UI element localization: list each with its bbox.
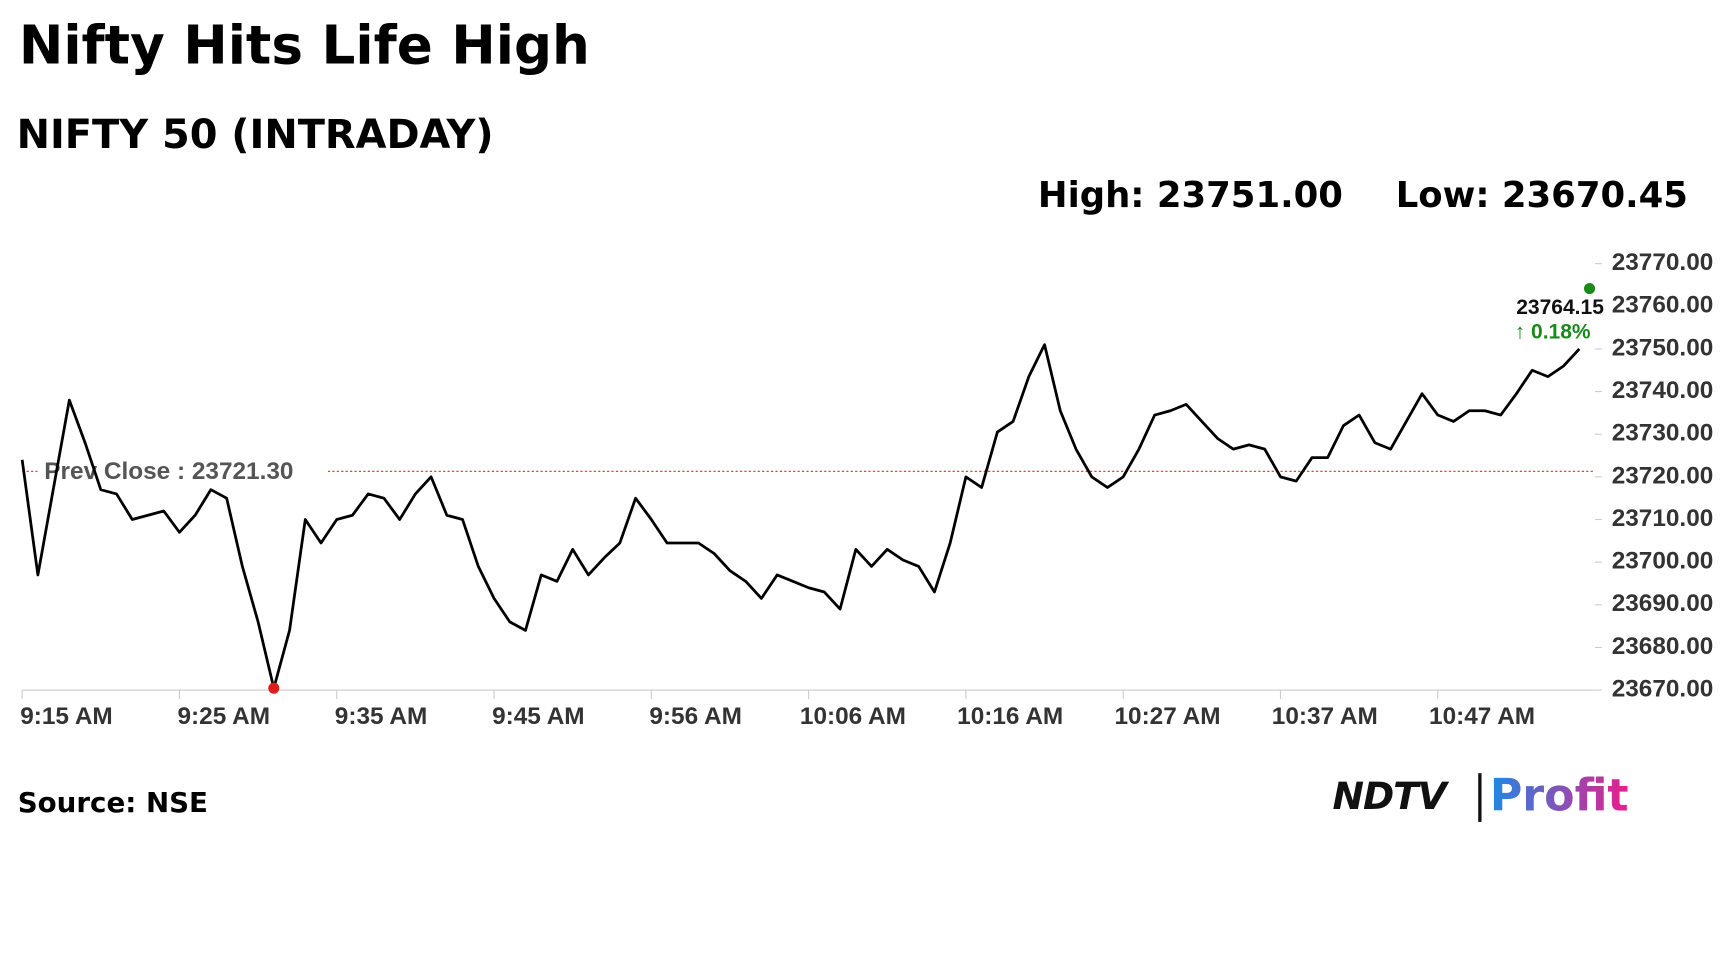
y-tick-label: 23730.00: [1612, 420, 1714, 447]
price-line: [20, 343, 1581, 690]
y-tick-label: 23680.00: [1612, 633, 1714, 660]
y-tick-label: 23750.00: [1612, 334, 1714, 361]
x-tick-label: 9:15 AM: [20, 703, 113, 730]
prev-close-bg: [37, 454, 328, 488]
y-tick-label: 23670.00: [1612, 676, 1714, 703]
last-price-marker: [1584, 283, 1596, 295]
source: Source: NSE: [18, 786, 208, 819]
y-tick-label: 23700.00: [1612, 548, 1714, 575]
y-tick-label: 23720.00: [1612, 462, 1714, 489]
x-tick-label: 9:35 AM: [335, 703, 428, 730]
x-tick-label: 9:45 AM: [492, 703, 585, 730]
x-tick-label: 10:27 AM: [1114, 703, 1220, 730]
y-tick-label: 23710.00: [1612, 505, 1714, 532]
y-tick-label: 23690.00: [1612, 590, 1714, 617]
chart-subtitle: NIFTY 50 (INTRADAY): [17, 112, 494, 158]
x-tick-label: 9:56 AM: [649, 703, 742, 730]
x-tick-label: 9:25 AM: [177, 703, 270, 730]
x-tick-label: 10:16 AM: [957, 703, 1063, 730]
y-tick-label: 23770.00: [1612, 249, 1714, 276]
low-label: Low: 23670.45: [1396, 175, 1688, 216]
logo-product: Profit: [1490, 771, 1629, 822]
last-price-label: 23764.15: [1516, 296, 1604, 319]
x-tick-label: 10:06 AM: [800, 703, 906, 730]
y-tick-label: 23760.00: [1612, 292, 1714, 319]
chart-title: Nifty Hits Life High: [19, 14, 590, 76]
logo-brand: NDTV: [1333, 774, 1450, 818]
last-price-change: ↑ 0.18%: [1515, 320, 1591, 343]
low-marker: [268, 682, 280, 694]
y-tick-label: 23740.00: [1612, 377, 1714, 404]
x-tick-label: 10:37 AM: [1272, 703, 1378, 730]
high-label: High: 23751.00: [1038, 175, 1343, 216]
x-tick-label: 10:47 AM: [1429, 703, 1535, 730]
prev-close-label: Prev Close : 23721.30: [44, 458, 293, 485]
